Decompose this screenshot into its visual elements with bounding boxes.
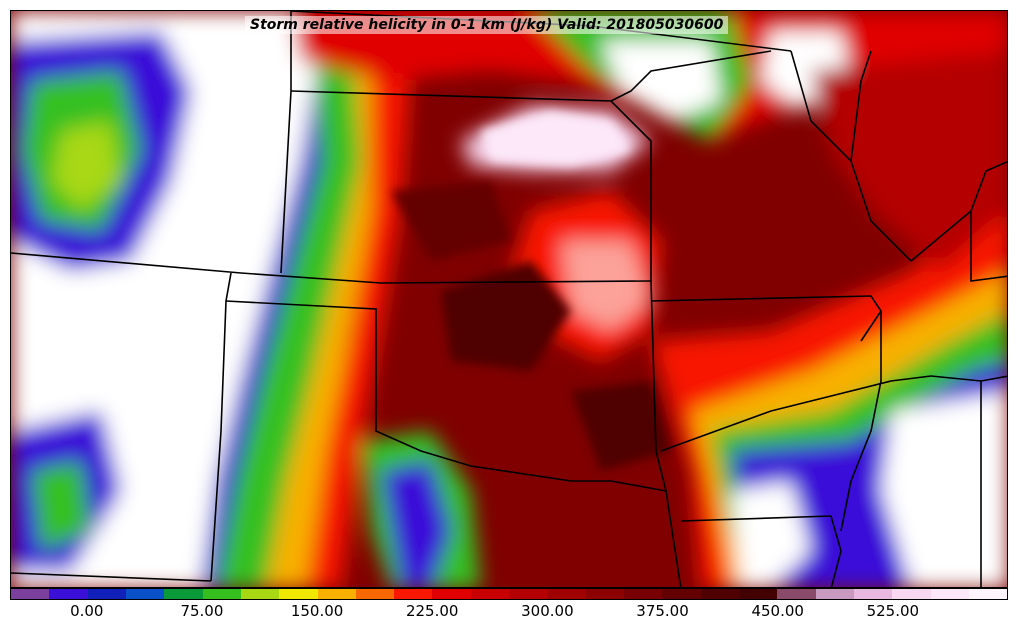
- colorbar-swatch: [87, 589, 126, 599]
- map-title: Storm relative helicity in 0-1 km (J/kg)…: [245, 16, 729, 34]
- colorbar-swatch: [509, 589, 548, 599]
- colorbar-tick-label: 375.00: [636, 602, 689, 620]
- colorbar-tick-label: 150.00: [290, 602, 344, 620]
- colorbar-swatch: [240, 589, 280, 599]
- colorbar-swatch: [930, 589, 969, 599]
- helicity-map: [11, 11, 1007, 587]
- colorbar-swatch: [279, 589, 318, 599]
- colorbar-swatch: [432, 589, 471, 599]
- colorbar-swatch: [853, 589, 893, 599]
- colorbar-swatch: [202, 589, 241, 599]
- colorbar-swatch: [317, 589, 356, 599]
- colorbar-tick-label: 0.00: [70, 602, 104, 620]
- colorbar-tick-label: 300.00: [521, 602, 574, 620]
- colorbar-swatch: [968, 589, 1008, 599]
- colorbar-tick-label: 75.00: [180, 602, 224, 620]
- colorbar-swatch: [585, 589, 624, 599]
- colorbar-swatch: [815, 589, 854, 599]
- colorbar-swatch: [394, 589, 433, 599]
- colorbar-swatch: [470, 589, 510, 599]
- colorbar-tick-label: 450.00: [751, 602, 804, 620]
- colorbar-swatch: [624, 589, 663, 599]
- colorbar-swatch: [662, 589, 701, 599]
- colorbar-swatch: [49, 589, 88, 599]
- colorbar-swatch: [125, 589, 165, 599]
- colorbar-swatch: [777, 589, 816, 599]
- colorbar-tick-labels: 0.00 75.00 150.00 225.00 300.00 375.00 450.00 5…: [10, 602, 1008, 624]
- colorbar-swatch: [738, 589, 778, 599]
- colorbar-swatch: [892, 589, 931, 599]
- colorbar-tick-label: 525.00: [866, 602, 920, 620]
- colorbar: [10, 588, 1008, 600]
- colorbar-swatch: [700, 589, 739, 599]
- map-panel: [10, 10, 1008, 588]
- colorbar-swatch: [11, 589, 50, 599]
- colorbar-tick-label: 225.00: [405, 602, 459, 620]
- colorbar-swatch: [547, 589, 586, 599]
- field-detail: [391, 111, 671, 471]
- colorbar-swatch: [355, 589, 395, 599]
- field-shading: [11, 11, 1007, 587]
- colorbar-swatch: [164, 589, 203, 599]
